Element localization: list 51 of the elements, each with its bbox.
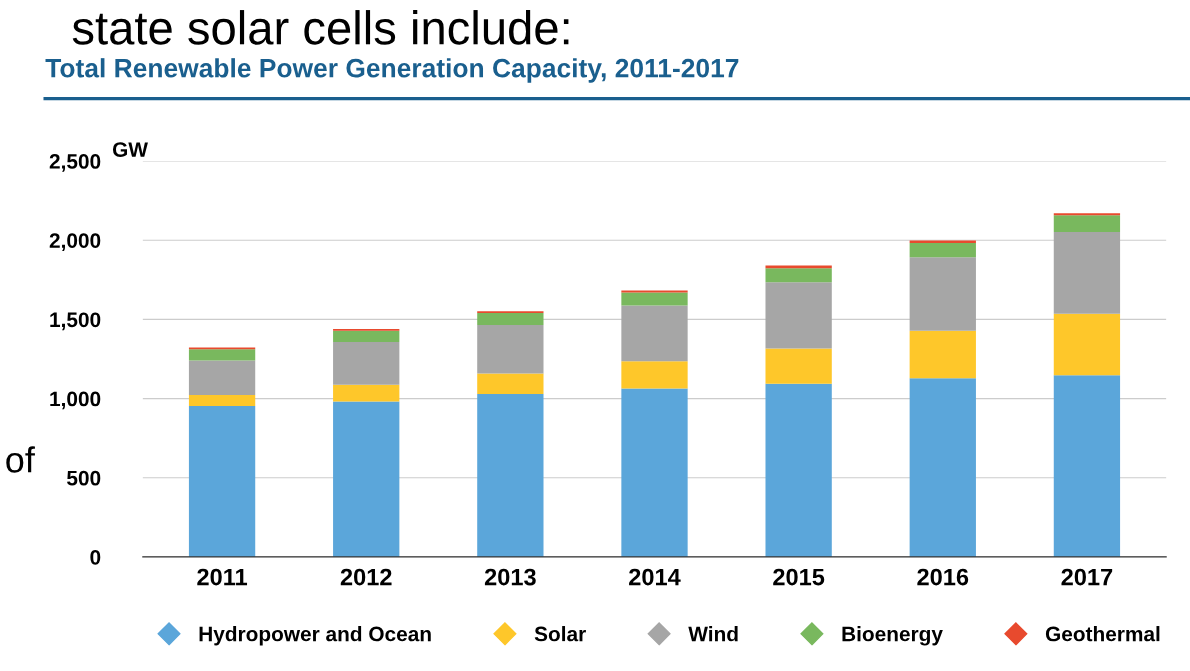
- y-tick-label: 0: [90, 549, 101, 565]
- bar: [621, 361, 688, 389]
- chart-title: Total Renewable Power Generation Capacity, 2011-2017: [45, 58, 739, 83]
- bar: [909, 240, 976, 244]
- text: state solar cells include:: [72, 10, 569, 45]
- y-tick-label: 500: [67, 470, 101, 486]
- text: of: [6, 446, 35, 473]
- bar: [765, 383, 832, 557]
- x-tick-label: 2012: [340, 568, 392, 586]
- bar: [333, 341, 400, 385]
- x-tick-label: 2015: [773, 568, 825, 586]
- legend-label: Solar: [534, 626, 586, 642]
- bar: [477, 312, 544, 326]
- bar: [188, 349, 256, 361]
- bar: [333, 401, 400, 557]
- bar: [188, 360, 256, 395]
- legend-label: Hydropower and Ocean: [199, 626, 431, 646]
- y-tick-label: 1,000: [50, 391, 101, 410]
- y-tick-label: 2,500: [49, 154, 101, 172]
- bar: [765, 282, 832, 349]
- bar: [333, 330, 400, 342]
- bar: [188, 394, 256, 407]
- bar: [477, 325, 544, 374]
- bar: [621, 292, 688, 306]
- y-tick-label: 2,000: [49, 233, 101, 251]
- bar: [909, 257, 976, 331]
- legend-label: Bioenergy: [842, 626, 943, 646]
- bar: [1053, 313, 1121, 376]
- bar: [909, 243, 976, 258]
- bar: [765, 268, 832, 283]
- x-tick-label: 2017: [1061, 568, 1113, 586]
- bar: [909, 378, 976, 557]
- legend-label: Wind: [688, 626, 738, 642]
- bar: [1053, 231, 1121, 314]
- x-tick-label: 2011: [197, 568, 248, 586]
- bar: [333, 384, 400, 402]
- bar: [765, 348, 832, 384]
- bar: [621, 305, 688, 362]
- y-axis-title: GW: [112, 142, 148, 157]
- legend-label: Geothermal: [1045, 626, 1160, 642]
- bar: [188, 406, 256, 557]
- bar: [621, 388, 688, 557]
- bar: [1053, 215, 1121, 232]
- y-tick-label: 1,500: [50, 312, 101, 331]
- bar: [1053, 375, 1121, 557]
- x-tick-label: 2014: [629, 568, 681, 586]
- bar: [477, 373, 544, 394]
- bar: [477, 393, 544, 557]
- x-tick-label: 2016: [917, 568, 969, 586]
- x-tick-label: 2013: [484, 568, 536, 586]
- bar: [909, 330, 976, 379]
